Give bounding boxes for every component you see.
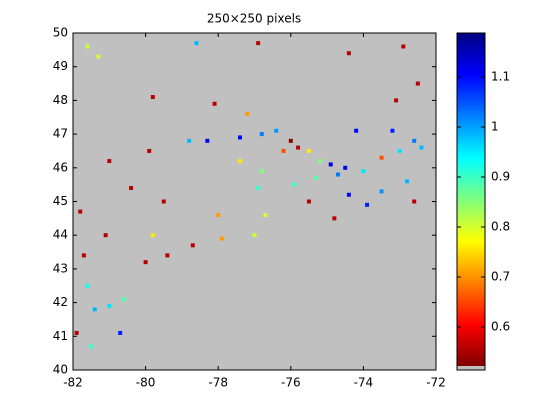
- colorbar-tick-label: 0.8: [491, 220, 510, 234]
- heat-cell: [96, 54, 101, 59]
- heat-cell: [404, 179, 409, 184]
- heat-cell: [415, 81, 420, 86]
- heat-cell: [379, 189, 384, 194]
- heat-cell: [306, 148, 311, 153]
- heat-cell: [281, 148, 286, 153]
- heat-cell: [256, 186, 261, 191]
- heat-cell: [147, 148, 152, 153]
- heat-cell: [274, 128, 279, 133]
- heat-cell: [212, 101, 217, 106]
- x-tick-label: -80: [136, 376, 156, 390]
- heat-cell: [81, 253, 86, 258]
- heat-cell: [354, 128, 359, 133]
- colorbar-tick-label: 0.9: [491, 170, 510, 184]
- y-tick-label: 44: [53, 228, 68, 242]
- heat-cell: [165, 253, 170, 258]
- heat-cell: [107, 303, 112, 308]
- heat-cell: [256, 41, 261, 46]
- x-tick-label: -74: [354, 376, 374, 390]
- heat-cell: [78, 209, 83, 214]
- heat-cell: [346, 51, 351, 56]
- heat-cell: [187, 138, 192, 143]
- heat-cell: [85, 283, 90, 288]
- y-tick-label: 40: [53, 363, 68, 377]
- heat-cell: [194, 41, 199, 46]
- y-tick-label: 45: [53, 194, 68, 208]
- plot-area: [73, 33, 436, 370]
- x-tick-label: -76: [281, 376, 301, 390]
- heat-cell: [129, 186, 134, 191]
- heat-cell: [74, 330, 79, 335]
- heat-cell: [219, 236, 224, 241]
- y-tick-label: 41: [53, 329, 68, 343]
- heat-cell: [150, 95, 155, 100]
- colorbar-tick-label: 0.7: [491, 270, 510, 284]
- heat-cell: [143, 260, 148, 265]
- heat-cell: [335, 172, 340, 177]
- heat-cell: [89, 344, 94, 349]
- colorbar-tick-label: 1.1: [491, 70, 510, 84]
- chart-title: 250×250 pixels: [207, 12, 301, 26]
- heat-cell: [237, 135, 242, 140]
- heat-cell: [394, 98, 399, 103]
- heat-cell: [252, 233, 257, 238]
- x-tick-label: -78: [208, 376, 228, 390]
- heat-cell: [292, 182, 297, 187]
- heat-cell: [332, 216, 337, 221]
- heat-cell: [317, 159, 322, 164]
- heat-cell: [390, 128, 395, 133]
- heat-cell: [343, 165, 348, 170]
- plot-background: [73, 33, 436, 370]
- heat-cell: [412, 138, 417, 143]
- heat-cell: [361, 169, 366, 174]
- heat-cell: [259, 132, 264, 137]
- heat-cell: [306, 199, 311, 204]
- heat-cell: [328, 162, 333, 167]
- heat-cell: [118, 330, 123, 335]
- heat-cell: [150, 233, 155, 238]
- heat-cell: [397, 148, 402, 153]
- colorbar-nan: [457, 366, 485, 370]
- heat-cell: [216, 212, 221, 217]
- heat-cell: [263, 212, 268, 217]
- colorbar: [457, 33, 485, 366]
- y-tick-label: 49: [53, 59, 68, 73]
- heat-cell: [419, 145, 424, 150]
- heat-cell: [205, 138, 210, 143]
- heat-cell: [346, 192, 351, 197]
- heat-cell: [161, 199, 166, 204]
- colorbar-frame: [456, 32, 486, 371]
- heat-cell: [288, 138, 293, 143]
- heat-cell: [314, 175, 319, 180]
- heat-cell: [401, 44, 406, 49]
- x-tick-label: -82: [63, 376, 83, 390]
- y-tick-label: 42: [53, 295, 68, 309]
- heat-cell: [107, 159, 112, 164]
- y-tick-label: 48: [53, 93, 68, 107]
- heat-cell: [245, 111, 250, 116]
- heat-cell: [121, 297, 126, 302]
- heat-cell: [190, 243, 195, 248]
- y-tick-label: 46: [53, 160, 68, 174]
- heat-cell: [412, 199, 417, 204]
- y-tick-label: 50: [53, 26, 68, 40]
- x-tick-label: -72: [426, 376, 446, 390]
- heat-cell: [365, 202, 370, 207]
- heat-cell: [296, 145, 301, 150]
- colorbar-tick-label: 1: [491, 120, 499, 134]
- heat-cell: [237, 159, 242, 164]
- heat-cell: [103, 233, 108, 238]
- colorbar-tick-label: 0.6: [491, 320, 510, 334]
- heat-cell: [92, 307, 97, 312]
- heat-cell: [259, 169, 264, 174]
- y-tick-label: 43: [53, 261, 68, 275]
- y-tick-label: 47: [53, 127, 68, 141]
- heat-cell: [85, 44, 90, 49]
- heat-cell: [379, 155, 384, 160]
